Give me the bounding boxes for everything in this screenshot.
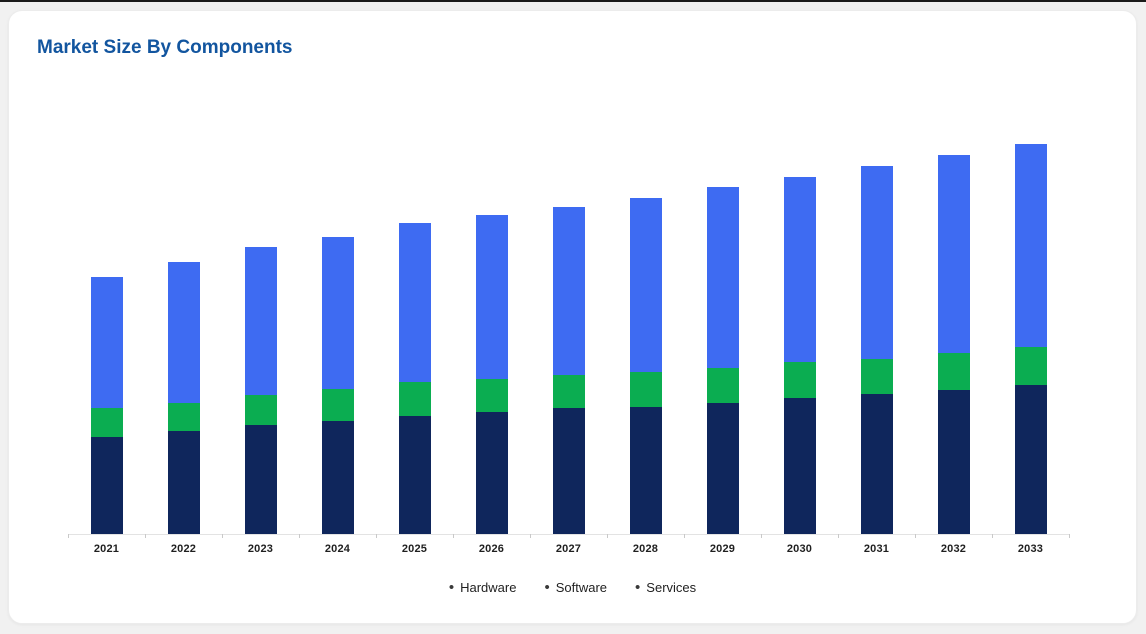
axis-tick xyxy=(222,534,223,538)
hardware-segment[interactable] xyxy=(706,403,739,534)
hardware-segment[interactable] xyxy=(244,425,277,534)
software-segment[interactable] xyxy=(937,353,970,390)
bar-group-2023[interactable] xyxy=(222,110,299,534)
services-segment[interactable] xyxy=(244,247,277,395)
software-segment[interactable] xyxy=(860,359,893,394)
axis-tick xyxy=(915,534,916,538)
software-segment[interactable] xyxy=(321,389,354,421)
axis-tick xyxy=(607,534,608,538)
x-axis-label: 2032 xyxy=(940,543,967,555)
services-segment[interactable] xyxy=(706,187,739,368)
services-bullet-icon: • xyxy=(635,578,641,596)
hardware-segment[interactable] xyxy=(1014,385,1047,534)
services-segment[interactable] xyxy=(167,262,200,403)
services-segment[interactable] xyxy=(783,177,816,362)
services-segment[interactable] xyxy=(398,223,431,382)
legend-label: Hardware xyxy=(460,580,517,595)
legend-label: Services xyxy=(646,580,697,595)
software-segment[interactable] xyxy=(398,382,431,416)
hardware-segment[interactable] xyxy=(475,412,508,534)
services-segment[interactable] xyxy=(1014,144,1047,347)
x-axis-label: 2024 xyxy=(324,543,351,555)
bar-group-2025[interactable] xyxy=(376,110,453,534)
hardware-bullet-icon: • xyxy=(448,578,455,596)
software-segment[interactable] xyxy=(90,408,123,437)
x-axis-label: 2030 xyxy=(786,543,813,555)
software-segment[interactable] xyxy=(783,362,816,398)
legend-item-software[interactable]: • Software xyxy=(544,578,608,596)
bar-group-2032[interactable] xyxy=(915,110,992,534)
x-axis-label: 2025 xyxy=(401,543,428,555)
x-axis-label: 2031 xyxy=(863,543,890,555)
hardware-segment[interactable] xyxy=(398,416,431,534)
hardware-segment[interactable] xyxy=(90,437,123,534)
axis-tick xyxy=(530,534,531,538)
bar-group-2022[interactable] xyxy=(145,110,222,534)
software-segment[interactable] xyxy=(475,379,508,412)
software-segment[interactable] xyxy=(1014,347,1047,385)
chart-card: Market Size By Components 2021 2022 2023 20… xyxy=(8,10,1137,624)
axis-tick xyxy=(992,534,993,538)
bar-group-2030[interactable] xyxy=(761,110,838,534)
bar-group-2026[interactable] xyxy=(453,110,530,534)
hardware-segment[interactable] xyxy=(783,398,816,534)
x-axis-label: 2023 xyxy=(247,543,274,555)
bars-row xyxy=(68,110,1070,534)
services-segment[interactable] xyxy=(475,215,508,379)
hardware-segment[interactable] xyxy=(552,408,585,534)
bar-group-2029[interactable] xyxy=(684,110,761,534)
x-axis-label: 2022 xyxy=(170,543,197,555)
hardware-segment[interactable] xyxy=(860,394,893,534)
software-bullet-icon: • xyxy=(544,578,550,596)
services-segment[interactable] xyxy=(90,277,123,408)
services-segment[interactable] xyxy=(629,198,662,372)
legend-label: Software xyxy=(555,580,608,595)
x-axis-label: 2028 xyxy=(632,543,659,555)
services-segment[interactable] xyxy=(860,166,893,359)
hardware-segment[interactable] xyxy=(629,407,662,534)
bar-group-2028[interactable] xyxy=(607,110,684,534)
bar-group-2021[interactable] xyxy=(68,110,145,534)
axis-tick xyxy=(376,534,377,538)
software-segment[interactable] xyxy=(552,375,585,408)
axis-tick xyxy=(145,534,146,538)
axis-tick xyxy=(684,534,685,538)
x-axis-label: 2027 xyxy=(555,543,582,555)
legend: • Hardware • Software • Services xyxy=(9,578,1136,596)
services-segment[interactable] xyxy=(321,237,354,389)
axis-tick xyxy=(68,534,69,538)
bar-group-2027[interactable] xyxy=(530,110,607,534)
services-segment[interactable] xyxy=(552,207,585,375)
x-axis-label: 2026 xyxy=(478,543,505,555)
window-top-edge xyxy=(0,0,1146,2)
x-axis-label: 2021 xyxy=(93,543,120,555)
axis-tick xyxy=(761,534,762,538)
x-axis-labels: 2021 2022 2023 2024 2025 2026 2027 2028 2029 2030… xyxy=(68,543,1070,555)
hardware-segment[interactable] xyxy=(167,431,200,534)
software-segment[interactable] xyxy=(244,395,277,425)
x-axis-label: 2029 xyxy=(709,543,736,555)
axis-tick xyxy=(453,534,454,538)
x-axis-label: 2033 xyxy=(1017,543,1044,555)
plot-area xyxy=(68,110,1070,538)
bar-group-2031[interactable] xyxy=(838,110,915,534)
axis-tick xyxy=(1069,534,1070,538)
page-title: Market Size By Components xyxy=(37,37,293,58)
bar-group-2033[interactable] xyxy=(992,110,1069,534)
software-segment[interactable] xyxy=(706,368,739,403)
axis-tick xyxy=(299,534,300,538)
software-segment[interactable] xyxy=(629,372,662,407)
software-segment[interactable] xyxy=(167,403,200,431)
services-segment[interactable] xyxy=(937,155,970,353)
hardware-segment[interactable] xyxy=(321,421,354,534)
bar-group-2024[interactable] xyxy=(299,110,376,534)
legend-item-services[interactable]: • Services xyxy=(635,578,697,596)
legend-item-hardware[interactable]: • Hardware xyxy=(448,578,517,596)
axis-tick xyxy=(838,534,839,538)
hardware-segment[interactable] xyxy=(937,390,970,534)
